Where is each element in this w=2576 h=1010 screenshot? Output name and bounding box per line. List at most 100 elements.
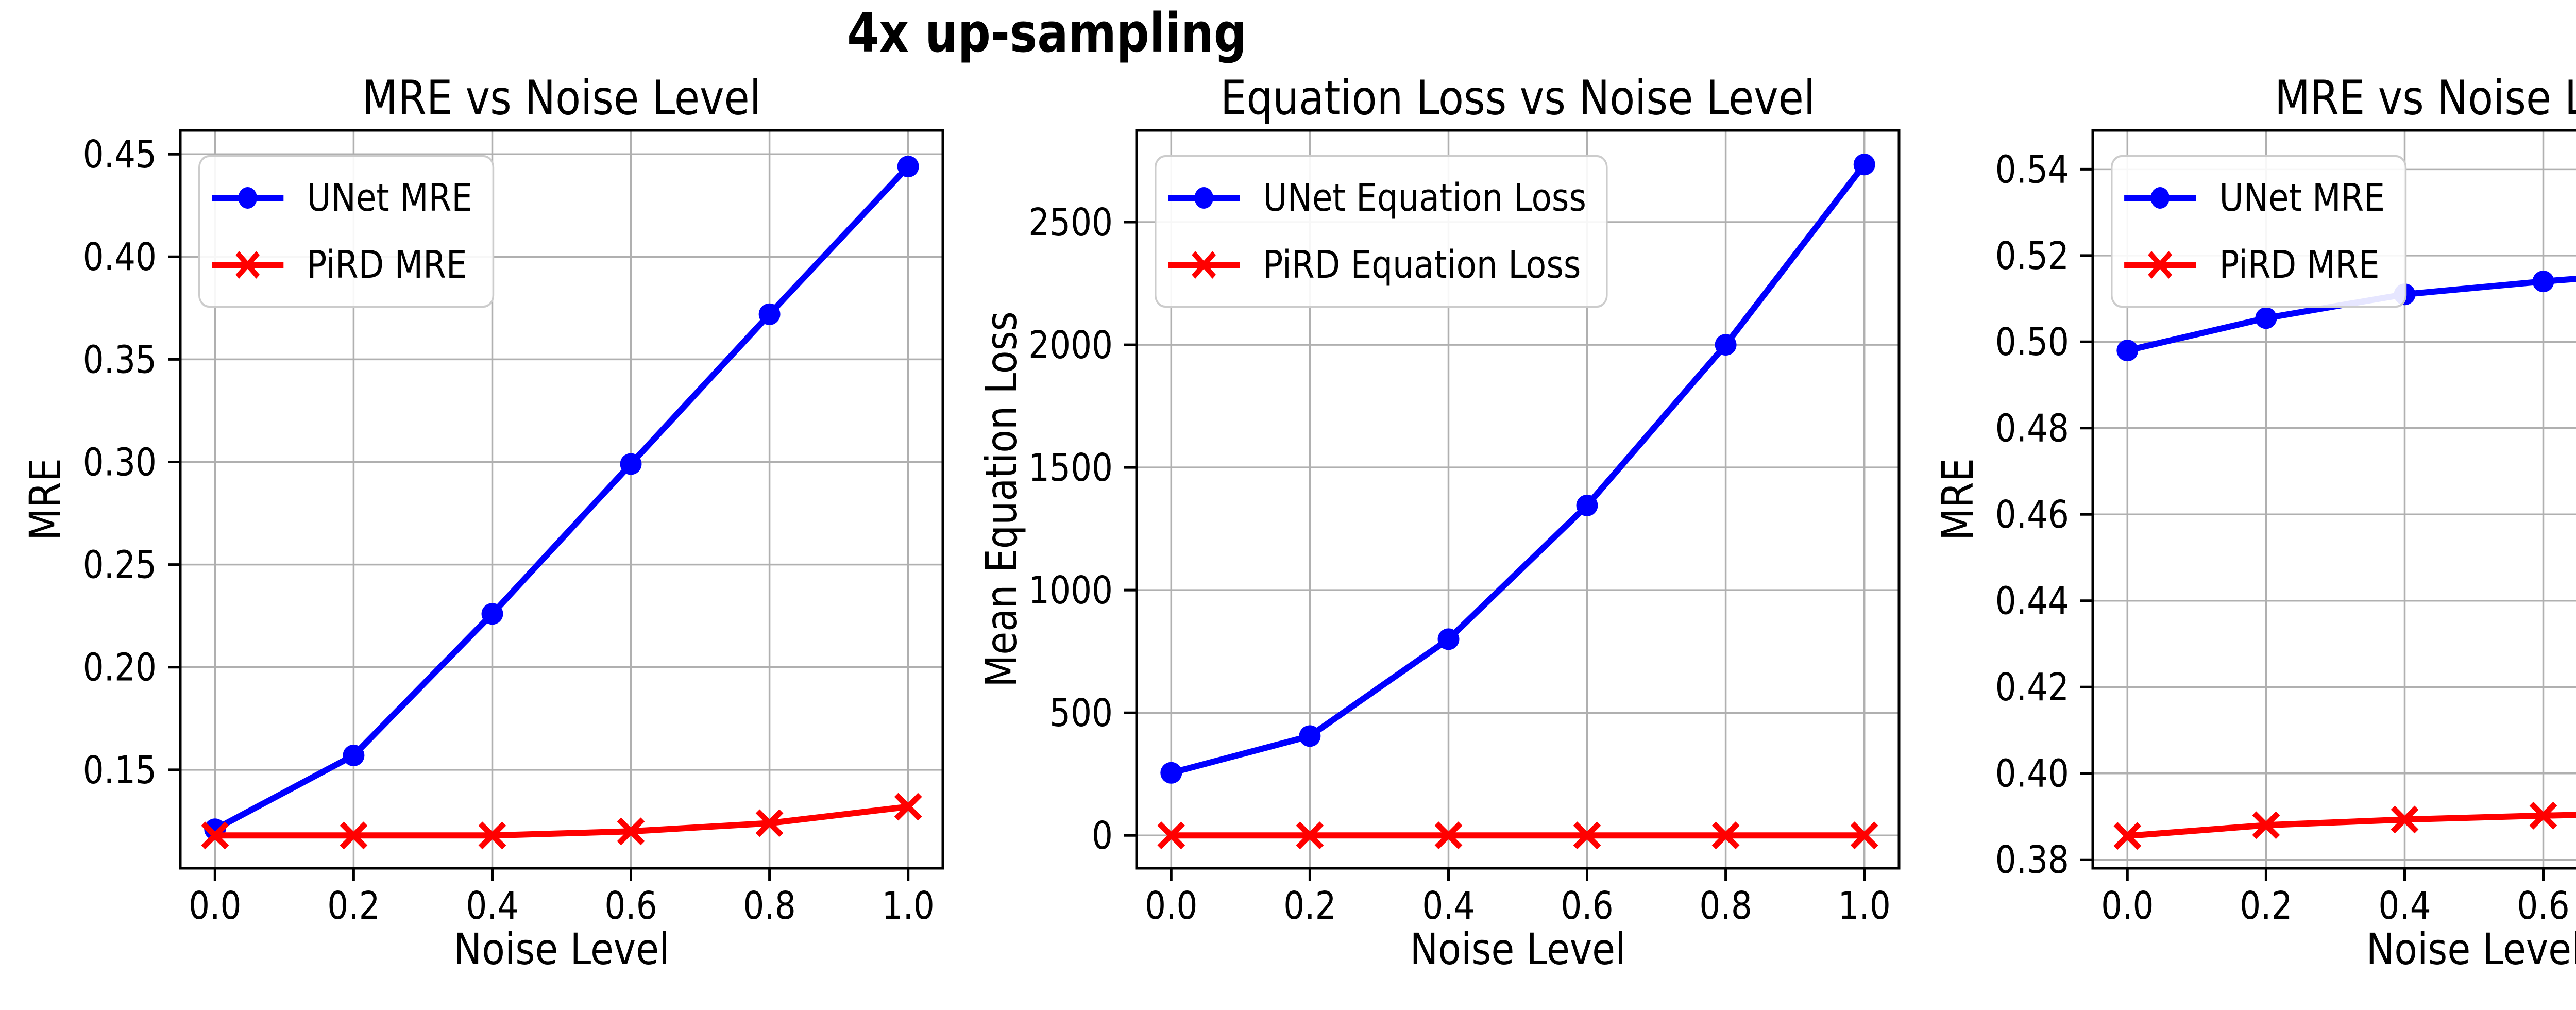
series-line [2124,812,2576,839]
line-x-marker-icon [1168,251,1240,279]
x-tick-label: 0.4 [1422,884,1475,928]
axes-frame [2091,129,2576,870]
data-point-marker [1296,821,1324,850]
data-point-marker [1299,725,1321,747]
data-point-marker [1437,628,1460,650]
x-tick-label: 1.0 [1838,884,1891,928]
legend-label: PiRD Equation Loss [1263,243,1581,287]
data-point-marker [2252,811,2280,839]
data-point-marker [2255,307,2277,329]
data-point-marker [620,453,642,475]
legend-entry-unet: UNet Equation Loss [1166,165,1586,230]
x-tick-label: 0.4 [2378,884,2431,928]
legend-entry-unet: UNet MRE [2123,165,2385,230]
data-point-marker [2116,340,2139,362]
suptitle-4x-upsampling: 4x up-sampling [847,2,1247,64]
data-point-marker [1850,821,1878,850]
legend-entry-pird: PiRD Equation Loss [1166,232,1586,297]
y-tick-label: 0.25 [83,543,157,587]
y-tick-label: 0.20 [83,646,157,689]
legend-entry-unet: UNet MRE [210,165,472,230]
x-tick-label: 0.6 [1561,884,1613,928]
axes-frame [179,129,944,870]
y-tick-label: 0.52 [1995,234,2069,278]
series-line [212,803,911,839]
line-x-marker-icon [2124,251,2196,279]
data-point-marker [2532,271,2554,293]
x-tick-label: 0.2 [2240,884,2292,928]
series-line [1168,161,1868,776]
x-axis-label: Noise Level [453,924,670,974]
legend-label: PiRD MRE [307,243,467,287]
data-point-marker [2529,801,2557,830]
x-tick-label: 0.8 [743,884,795,928]
line-x-marker-icon [212,251,284,279]
data-point-marker [478,821,506,850]
y-tick-label: 0.54 [1995,148,2069,192]
line-circle-marker-icon [1168,187,1240,209]
data-point-marker [481,603,503,625]
y-tick-label: 0.40 [1995,752,2069,796]
chart-title: Equation Loss vs Noise Level [1220,70,1816,126]
x-tick-label: 0.6 [604,884,657,928]
data-point-marker [1853,154,1875,176]
legend-label: PiRD MRE [2219,243,2380,287]
x-tick-label: 0.0 [1145,884,1197,928]
chart-title: MRE vs Noise Level [2275,70,2576,126]
x-axis-label: Noise Level [2366,924,2576,974]
x-tick-label: 1.0 [882,884,935,928]
y-tick-label: 0.42 [1995,666,2069,710]
legend-entry-pird: PiRD MRE [2123,232,2385,297]
x-tick-label: 0.2 [1283,884,1336,928]
y-tick-label: 0.38 [1995,838,2069,882]
axes-frame [1135,129,1901,870]
y-tick-label: 1500 [1028,446,1113,490]
series-line [2124,276,2576,354]
data-point-marker [343,745,365,766]
y-tick-label: 0 [1092,814,1113,858]
line-circle-marker-icon [2124,187,2196,209]
data-point-marker [201,821,229,850]
data-point-marker [1160,762,1182,784]
data-point-marker [897,156,919,178]
x-axis-label: Noise Level [1410,924,1626,974]
legend-entry-pird: PiRD MRE [210,232,472,297]
data-point-marker [758,303,781,325]
y-tick-label: 0.50 [1995,321,2069,364]
line-circle-marker-icon [212,187,284,209]
data-point-marker [755,809,784,837]
y-tick-label: 0.30 [83,441,157,484]
data-point-marker [2113,822,2142,850]
data-point-marker [1715,334,1737,356]
x-tick-label: 0.2 [327,884,380,928]
y-tick-label: 2500 [1028,201,1113,245]
y-tick-label: 0.44 [1995,579,2069,623]
legend: UNet MRE PiRD MRE [198,155,494,308]
y-tick-label: 0.35 [83,338,157,382]
data-point-marker [1157,821,1185,850]
data-point-marker [1573,821,1601,850]
y-tick-label: 0.48 [1995,407,2069,450]
y-tick-label: 0.46 [1995,493,2069,537]
legend: UNet Equation Loss PiRD Equation Loss [1155,155,1608,308]
legend: UNet MRE PiRD MRE [2111,155,2406,308]
x-tick-label: 0.8 [1699,884,1752,928]
x-tick-label: 0.4 [466,884,518,928]
x-tick-label: 0.0 [2101,884,2154,928]
y-tick-label: 1000 [1028,569,1113,613]
legend-label: UNet MRE [307,176,473,220]
data-point-marker [340,821,368,850]
legend-label: UNet Equation Loss [1263,176,1586,220]
y-tick-label: 0.15 [83,749,157,793]
x-tick-label: 0.6 [2517,884,2569,928]
series-line [212,163,911,833]
data-point-marker [1711,821,1740,850]
y-tick-label: 500 [1049,692,1113,735]
data-point-marker [2391,805,2419,834]
y-tick-label: 0.40 [83,235,157,279]
data-point-marker [1434,821,1463,850]
